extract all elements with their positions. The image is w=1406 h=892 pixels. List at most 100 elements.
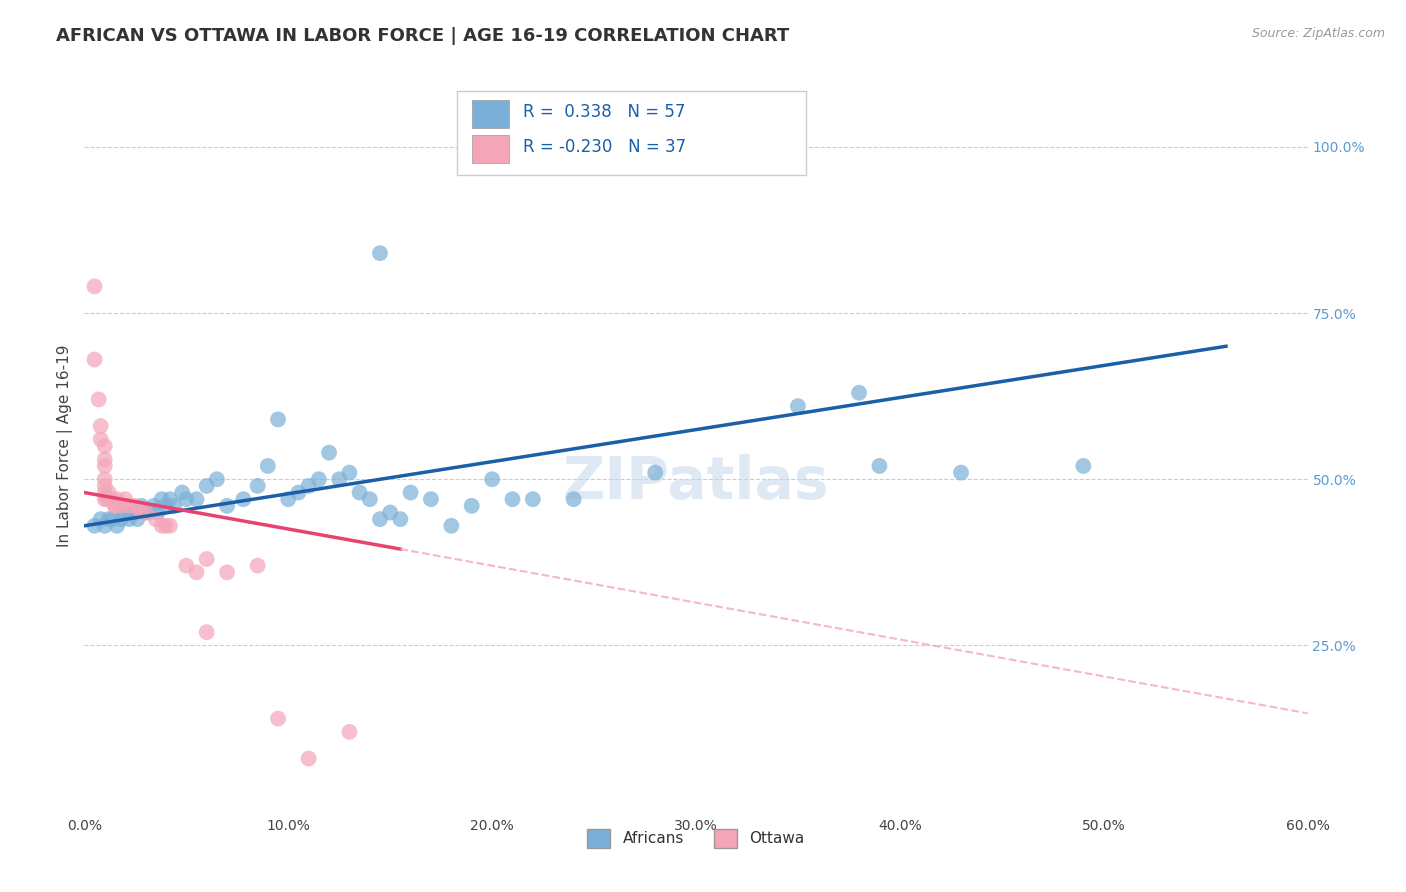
Point <box>93 439 115 453</box>
Point <box>124 499 146 513</box>
Legend: Africans, Ottawa: Africans, Ottawa <box>579 822 813 855</box>
Point <box>118 499 141 513</box>
Point <box>131 506 153 520</box>
Text: Source: ZipAtlas.com: Source: ZipAtlas.com <box>1251 27 1385 40</box>
Point <box>869 458 891 473</box>
Point <box>127 512 149 526</box>
Point <box>96 492 118 507</box>
Point <box>90 512 112 526</box>
Point <box>83 352 105 367</box>
Point <box>83 279 105 293</box>
Point <box>159 518 181 533</box>
Text: AFRICAN VS OTTAWA IN LABOR FORCE | AGE 16-19 CORRELATION CHART: AFRICAN VS OTTAWA IN LABOR FORCE | AGE 1… <box>56 27 790 45</box>
Point <box>195 625 218 640</box>
Point <box>359 492 381 507</box>
Point <box>172 485 194 500</box>
Point <box>481 472 503 486</box>
Point <box>150 518 173 533</box>
Point <box>93 472 115 486</box>
Point <box>135 506 157 520</box>
Point <box>420 492 443 507</box>
Point <box>104 499 127 513</box>
Point <box>644 466 666 480</box>
Point <box>339 725 361 739</box>
Point <box>131 499 153 513</box>
Point <box>267 412 290 426</box>
Point <box>368 512 391 526</box>
FancyBboxPatch shape <box>472 135 509 163</box>
Point <box>135 506 157 520</box>
Point <box>186 566 208 580</box>
Point <box>287 485 309 500</box>
Point <box>950 466 973 480</box>
Point <box>318 445 340 459</box>
Point <box>195 552 218 566</box>
Point <box>232 492 254 507</box>
Point <box>93 518 115 533</box>
Point <box>368 246 391 260</box>
Point <box>87 392 110 407</box>
Y-axis label: In Labor Force | Age 16-19: In Labor Force | Age 16-19 <box>56 344 73 548</box>
Point <box>93 458 115 473</box>
Point <box>787 399 810 413</box>
Point <box>90 433 112 447</box>
Point <box>145 512 167 526</box>
FancyBboxPatch shape <box>472 100 509 128</box>
Point <box>163 499 186 513</box>
Point <box>502 492 524 507</box>
Point <box>298 751 321 765</box>
Point <box>308 472 330 486</box>
Point <box>522 492 544 507</box>
Point <box>217 499 239 513</box>
Point <box>101 512 124 526</box>
Point <box>114 506 136 520</box>
Point <box>461 499 484 513</box>
Point <box>93 479 115 493</box>
Point <box>104 499 127 513</box>
Point <box>97 485 120 500</box>
Point <box>328 472 350 486</box>
Point <box>562 492 585 507</box>
Point <box>339 466 361 480</box>
Point <box>142 499 165 513</box>
Point <box>380 506 402 520</box>
FancyBboxPatch shape <box>457 91 806 176</box>
Point <box>159 492 181 507</box>
Point <box>1073 458 1095 473</box>
Point <box>110 512 132 526</box>
Point <box>217 566 239 580</box>
Text: R = -0.230   N = 37: R = -0.230 N = 37 <box>523 138 686 156</box>
Point <box>848 385 870 400</box>
Point <box>105 492 128 507</box>
Point <box>155 499 177 513</box>
Point <box>122 506 145 520</box>
Point <box>186 492 208 507</box>
Point <box>97 512 120 526</box>
Point <box>114 492 136 507</box>
Point <box>277 492 299 507</box>
Text: ZIPatlas: ZIPatlas <box>562 454 830 511</box>
Point <box>267 712 290 726</box>
Point <box>105 518 128 533</box>
Point <box>349 485 371 500</box>
Point <box>298 479 321 493</box>
Point <box>110 499 132 513</box>
Point <box>174 492 197 507</box>
Point <box>118 512 141 526</box>
Point <box>399 485 422 500</box>
Point <box>389 512 412 526</box>
Text: R =  0.338   N = 57: R = 0.338 N = 57 <box>523 103 686 120</box>
Point <box>90 419 112 434</box>
Point <box>174 558 197 573</box>
Point <box>150 492 173 507</box>
Point <box>246 479 269 493</box>
Point <box>205 472 228 486</box>
Point <box>146 506 169 520</box>
Point <box>440 518 463 533</box>
Point <box>138 506 160 520</box>
Point <box>83 518 105 533</box>
Point <box>100 492 122 507</box>
Point <box>195 479 218 493</box>
Point <box>93 452 115 467</box>
Point <box>93 485 115 500</box>
